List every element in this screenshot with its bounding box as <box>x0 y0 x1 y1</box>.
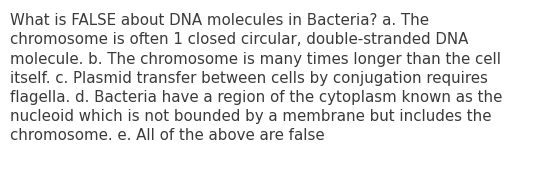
Text: What is FALSE about DNA molecules in Bacteria? a. The
chromosome is often 1 clos: What is FALSE about DNA molecules in Bac… <box>10 13 502 143</box>
